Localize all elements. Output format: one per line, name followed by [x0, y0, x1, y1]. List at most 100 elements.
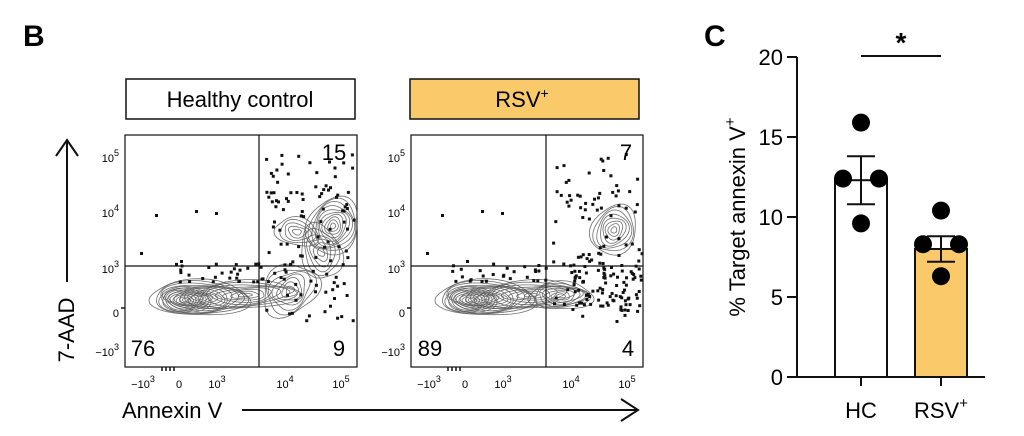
- event-dot: [201, 277, 205, 280]
- event-dot: [460, 275, 464, 279]
- event-dot: [611, 190, 615, 194]
- event-dot: [140, 252, 143, 255]
- event-dot: [626, 297, 630, 301]
- event-dot: [624, 303, 628, 307]
- event-dot: [577, 288, 581, 292]
- event-dot: [326, 240, 330, 244]
- contour-line: [284, 222, 312, 242]
- event-dot: [605, 301, 609, 305]
- event-dot: [571, 308, 575, 311]
- event-dot: [280, 162, 284, 166]
- contour-line: [467, 298, 475, 302]
- event-dot: [626, 309, 630, 312]
- contour-line: [165, 289, 207, 311]
- event-dot: [572, 283, 576, 287]
- contour-line: [158, 285, 212, 313]
- rsv-upper-right-percent: 7: [620, 140, 632, 165]
- event-dot: [637, 248, 641, 252]
- event-dot: [605, 235, 608, 239]
- event-dot: [579, 255, 583, 259]
- x-tick-label: −103: [417, 374, 441, 391]
- contour-line: [301, 221, 345, 279]
- event-dot: [599, 252, 603, 256]
- event-dot: [273, 220, 276, 224]
- event-dot: [536, 279, 540, 283]
- event-dot: [285, 197, 288, 201]
- event-dot: [291, 260, 295, 264]
- contour-line: [592, 205, 634, 251]
- event-dot: [505, 266, 509, 270]
- rsv-contour-plot: 7 89 4: [410, 134, 644, 368]
- event-dot: [562, 164, 566, 168]
- event-dot: [294, 282, 298, 286]
- event-dot: [478, 269, 482, 273]
- event-dot: [237, 280, 241, 283]
- event-dot: [616, 275, 619, 279]
- event-dot: [597, 298, 601, 302]
- contour-line: [596, 209, 633, 249]
- event-dot: [598, 246, 602, 250]
- healthy-control-title: Healthy control: [167, 87, 314, 112]
- y-tick-label: 104: [102, 203, 119, 220]
- event-dot: [311, 269, 315, 273]
- event-dot: [284, 270, 288, 274]
- event-dot: [603, 273, 607, 277]
- event-dot: [321, 207, 325, 211]
- event-dot: [491, 273, 495, 276]
- event-dot: [328, 160, 331, 164]
- event-dot: [315, 171, 319, 175]
- event-dot: [329, 186, 332, 190]
- event-dot: [323, 310, 327, 314]
- event-dot: [256, 280, 260, 284]
- event-dot: [459, 267, 463, 271]
- event-dot: [601, 159, 605, 163]
- event-dot: [609, 274, 613, 278]
- event-dot: [300, 254, 304, 258]
- event-dot: [580, 301, 584, 305]
- event-dot: [602, 271, 606, 275]
- event-dot: [320, 192, 324, 196]
- event-dot: [585, 257, 589, 261]
- event-dot: [602, 244, 606, 248]
- event-dot: [175, 262, 178, 266]
- event-dot: [609, 214, 613, 218]
- event-dot: [525, 275, 529, 279]
- event-dot: [333, 175, 337, 179]
- event-dot: [480, 280, 484, 283]
- event-dot: [277, 200, 280, 204]
- event-dot: [300, 210, 304, 213]
- event-dot: [617, 204, 621, 208]
- event-dot: [599, 206, 603, 210]
- contour-line: [209, 286, 282, 306]
- c-x-tick-label: HC: [845, 398, 877, 423]
- event-dot: [502, 273, 506, 277]
- event-dot: [596, 289, 600, 293]
- event-dot: [265, 308, 269, 312]
- contour-line: [610, 226, 618, 234]
- event-dot: [615, 320, 619, 323]
- event-dot: [342, 161, 346, 165]
- x-tick-label: 105: [618, 374, 635, 391]
- event-dot: [276, 180, 280, 184]
- event-dot: [614, 194, 618, 198]
- event-dot: [635, 203, 639, 207]
- event-dot: [579, 206, 583, 210]
- event-dot: [554, 296, 558, 300]
- event-dot: [351, 319, 355, 323]
- contour-line: [588, 203, 636, 256]
- event-dot: [629, 270, 633, 274]
- event-dot: [180, 260, 183, 263]
- event-dot: [636, 177, 640, 181]
- contour-line: [190, 294, 209, 302]
- contour-line: [434, 278, 538, 316]
- event-dot: [282, 277, 286, 281]
- event-dot: [481, 210, 484, 213]
- contour-line: [453, 291, 490, 310]
- event-dot: [213, 275, 217, 279]
- event-dot: [555, 166, 559, 170]
- contour-line: [465, 296, 478, 304]
- event-dot: [308, 161, 312, 165]
- event-dot: [265, 157, 269, 161]
- event-dot: [628, 303, 632, 307]
- event-dot: [587, 253, 591, 256]
